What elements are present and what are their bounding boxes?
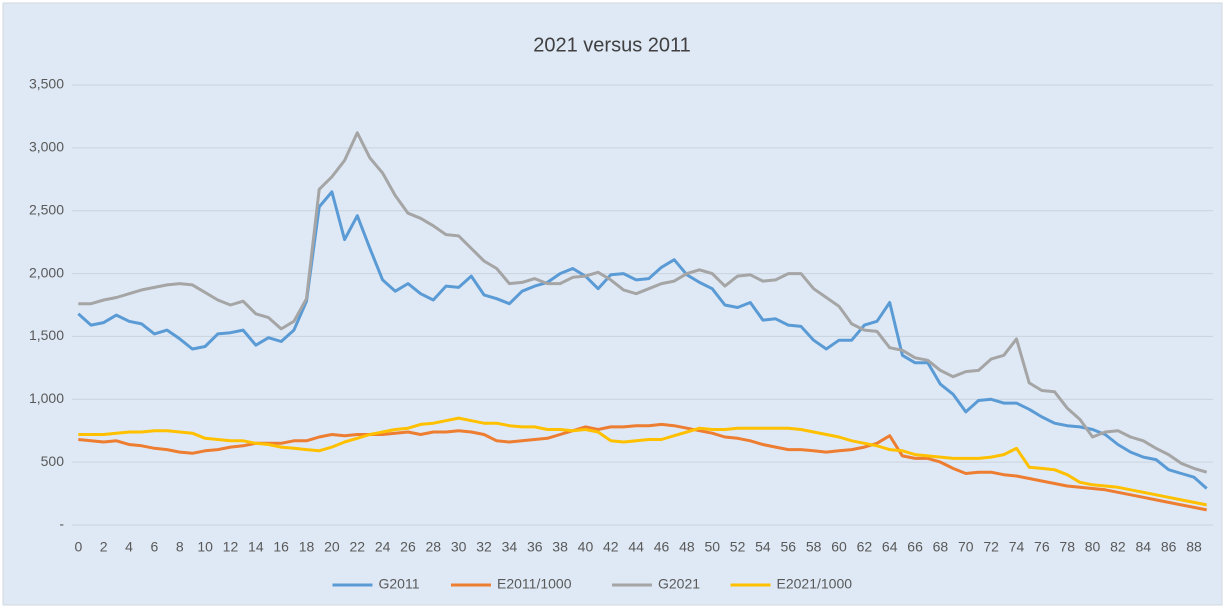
series-line bbox=[78, 416, 1207, 507]
chart-title: 2021 versus 2011 bbox=[533, 34, 691, 56]
x-tick-label: 58 bbox=[806, 539, 822, 555]
x-tick-label: 24 bbox=[375, 539, 391, 555]
x-tick-label: 86 bbox=[1161, 539, 1177, 555]
x-tick-label: 60 bbox=[831, 539, 847, 555]
y-tick-label: 2,500 bbox=[29, 201, 64, 217]
x-tick-label: 64 bbox=[882, 539, 898, 555]
x-tick-label: 18 bbox=[299, 539, 315, 555]
x-tick-label: 8 bbox=[176, 539, 184, 555]
legend-label: E2021/1000 bbox=[777, 576, 853, 592]
series-line bbox=[77, 190, 1208, 490]
x-tick-label: 72 bbox=[983, 539, 999, 555]
x-tick-label: 34 bbox=[502, 539, 518, 555]
x-tick-label: 54 bbox=[755, 539, 771, 555]
legend-label: E2011/1000 bbox=[497, 576, 572, 592]
x-tick-label: 42 bbox=[603, 539, 619, 555]
x-tick-label: 80 bbox=[1085, 539, 1101, 555]
x-tick-label: 30 bbox=[451, 539, 467, 555]
x-tick-label: 46 bbox=[654, 539, 670, 555]
x-tick-label: 62 bbox=[857, 539, 873, 555]
x-tick-label: 32 bbox=[476, 539, 492, 555]
x-tick-label: 68 bbox=[933, 539, 949, 555]
x-tick-label: 84 bbox=[1135, 539, 1151, 555]
legend-label: G2011 bbox=[379, 576, 420, 592]
x-tick-label: 2 bbox=[100, 539, 108, 555]
y-tick-label: 500 bbox=[41, 453, 65, 469]
x-tick-label: 74 bbox=[1009, 539, 1025, 555]
x-tick-label: 28 bbox=[426, 539, 442, 555]
y-tick-label: - bbox=[59, 516, 64, 532]
series-line bbox=[78, 131, 1208, 474]
y-tick-label: 1,500 bbox=[29, 327, 64, 343]
x-tick-label: 16 bbox=[273, 539, 289, 555]
x-tick-label: 66 bbox=[907, 539, 923, 555]
x-tick-label: 44 bbox=[628, 539, 644, 555]
x-tick-label: 82 bbox=[1110, 539, 1126, 555]
x-tick-label: 50 bbox=[704, 539, 720, 555]
y-tick-label: 1,000 bbox=[29, 390, 64, 406]
x-tick-label: 52 bbox=[730, 539, 746, 555]
x-tick-label: 12 bbox=[223, 539, 239, 555]
x-tick-label: 0 bbox=[74, 539, 82, 555]
x-tick-label: 26 bbox=[400, 539, 416, 555]
x-tick-label: 38 bbox=[552, 539, 568, 555]
x-tick-label: 14 bbox=[248, 539, 264, 555]
x-tick-label: 4 bbox=[125, 539, 133, 555]
x-tick-label: 40 bbox=[578, 539, 594, 555]
y-tick-label: 3,000 bbox=[29, 139, 64, 155]
x-tick-label: 22 bbox=[349, 539, 365, 555]
x-tick-label: 76 bbox=[1034, 539, 1050, 555]
y-tick-label: 2,000 bbox=[29, 264, 64, 280]
x-tick-label: 6 bbox=[151, 539, 159, 555]
x-tick-label: 70 bbox=[958, 539, 974, 555]
x-tick-label: 48 bbox=[679, 539, 695, 555]
legend-label: G2021 bbox=[658, 576, 700, 592]
x-tick-label: 56 bbox=[781, 539, 797, 555]
x-tick-label: 20 bbox=[324, 539, 340, 555]
x-tick-label: 78 bbox=[1059, 539, 1075, 555]
x-tick-label: 88 bbox=[1186, 539, 1202, 555]
x-tick-label: 10 bbox=[197, 539, 213, 555]
x-tick-label: 36 bbox=[527, 539, 543, 555]
y-tick-label: 3,500 bbox=[29, 76, 64, 92]
